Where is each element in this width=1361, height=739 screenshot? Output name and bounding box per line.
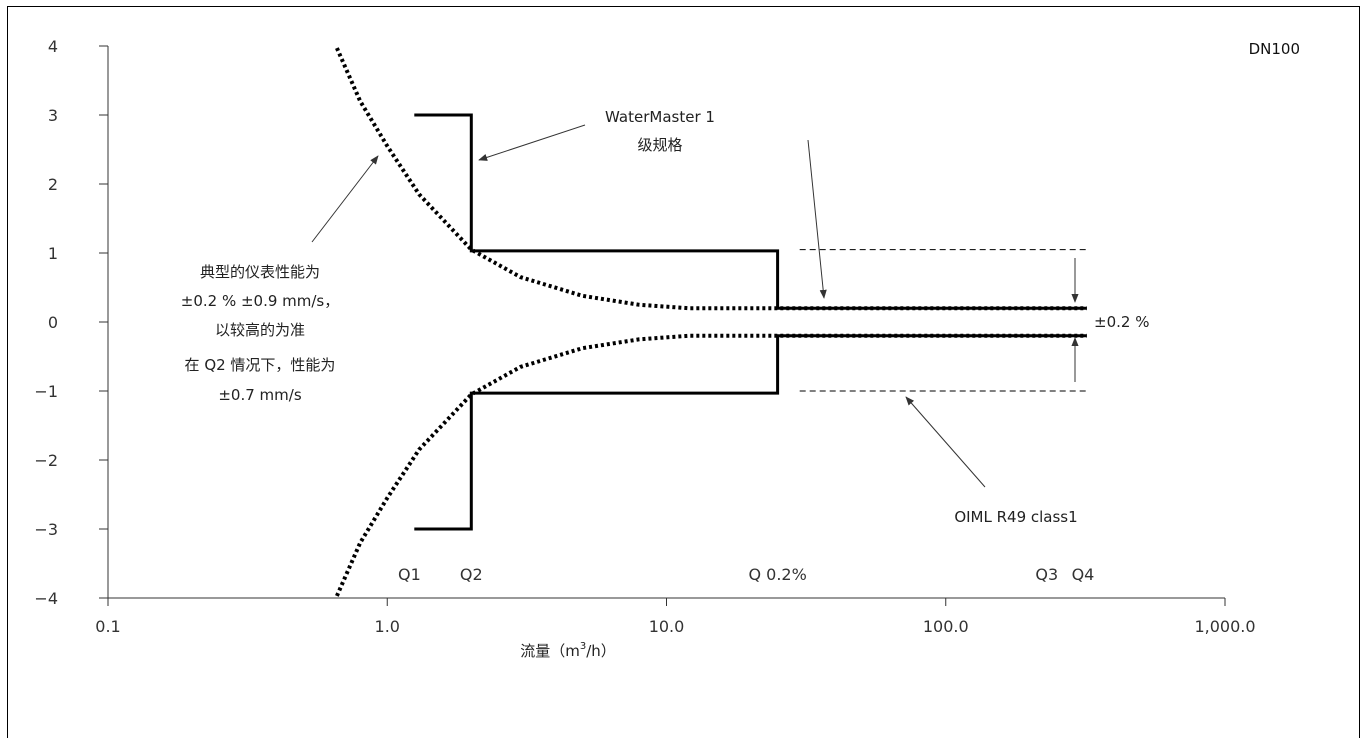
y-tick-label: 0: [48, 313, 58, 332]
flow-marker-label: Q2: [460, 565, 483, 584]
typical-line3: 以较高的为准: [215, 321, 305, 339]
typical-performance-annotation: 典型的仪表性能为 ±0.2 % ±0.9 mm/s， 以较高的为准 在 Q2 情…: [181, 155, 379, 404]
x-axis-label-superscript: 3: [580, 641, 586, 652]
y-tick-label: −4: [34, 589, 58, 608]
y-tick-label: 3: [48, 106, 58, 125]
x-axis-label-part1: 流量（m: [520, 642, 580, 660]
band-label: ±0.2 %: [1094, 313, 1149, 331]
chart-title: DN100: [1249, 40, 1300, 58]
typical-performance-lower: [335, 333, 1087, 597]
x-tick-label: 1,000.0: [1194, 617, 1255, 636]
y-axis: 4 3 2 1 0 −1 −2 −3 −4: [34, 37, 109, 608]
flow-marker-label: Q1: [398, 565, 421, 584]
watermaster-label-line2: 级规格: [637, 136, 682, 154]
flow-markers: Q1 Q2 Q 0.2% Q3 Q4: [398, 565, 1094, 584]
series-layer: [335, 47, 1087, 597]
watermaster-annotation: WaterMaster 1 级规格: [478, 108, 827, 299]
typical-performance-upper: [335, 47, 1087, 311]
chart-frame: [7, 6, 1360, 738]
watermaster-label-line1: WaterMaster 1: [605, 108, 715, 126]
watermaster-arrow: [478, 124, 586, 161]
typical-line4: 在 Q2 情况下，性能为: [185, 356, 336, 374]
x-axis: 0.1 1.0 10.0 100.0 1,000.0: [95, 597, 1256, 636]
flow-marker-label: Q3: [1035, 565, 1058, 584]
band-annotation: ±0.2 %: [1071, 258, 1149, 382]
oiml-label: OIML R49 class1: [954, 508, 1077, 526]
y-tick-label: 4: [48, 37, 58, 56]
y-tick-label: −1: [34, 382, 58, 401]
x-axis-label-part3: /h）: [586, 642, 616, 660]
oiml-annotation: OIML R49 class1: [905, 396, 1078, 526]
typical-line1: 典型的仪表性能为: [200, 263, 320, 281]
x-tick-label: 100.0: [923, 617, 969, 636]
y-tick-label: 2: [48, 175, 58, 194]
flow-marker-label: Q 0.2%: [748, 565, 806, 584]
watermaster-spec-lower: [414, 334, 1087, 531]
x-tick-label: 1.0: [375, 617, 400, 636]
x-axis-label: 流量（m3/h）: [520, 641, 616, 660]
x-tick-label: 0.1: [95, 617, 120, 636]
typical-line2: ±0.2 % ±0.9 mm/s，: [181, 292, 340, 310]
watermaster-arrow-2: [807, 139, 827, 299]
oiml-arrow: [905, 396, 986, 488]
y-tick-label: −3: [34, 520, 58, 539]
typical-arrow: [311, 155, 379, 243]
y-tick-label: 1: [48, 244, 58, 263]
flow-marker-label: Q4: [1072, 565, 1095, 584]
y-tick-label: −2: [34, 451, 58, 470]
x-tick-label: 10.0: [649, 617, 685, 636]
typical-line5: ±0.7 mm/s: [218, 386, 301, 404]
watermaster-spec-upper: [414, 113, 1087, 310]
